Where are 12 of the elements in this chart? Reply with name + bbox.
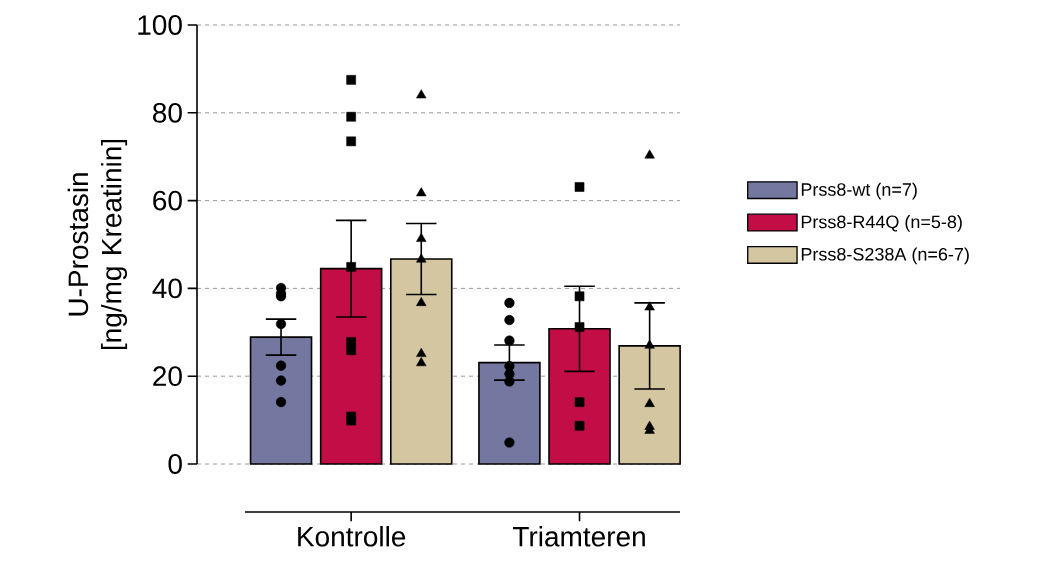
y-tick-label: 80	[153, 102, 182, 123]
legend-label: Prss8-R44Q (n=5-8)	[801, 215, 962, 232]
legend-label: Prss8-S238A (n=6-7)	[801, 247, 969, 265]
y-tick-label: 40	[152, 278, 182, 299]
y-tick-label: 60	[153, 190, 182, 211]
y-tick-label: 100	[138, 15, 182, 35]
y-axis-title: U-Prostasin [ng/mg Kreatinin]	[67, 139, 128, 350]
legend-label: Prss8-wt (n=7)	[801, 182, 917, 200]
x-tick-label: Kontrolle	[298, 526, 406, 547]
x-tick-label: Triamteren	[512, 526, 645, 547]
y-tick-label: 0	[168, 454, 182, 474]
y-tick-label: 20	[153, 366, 182, 387]
